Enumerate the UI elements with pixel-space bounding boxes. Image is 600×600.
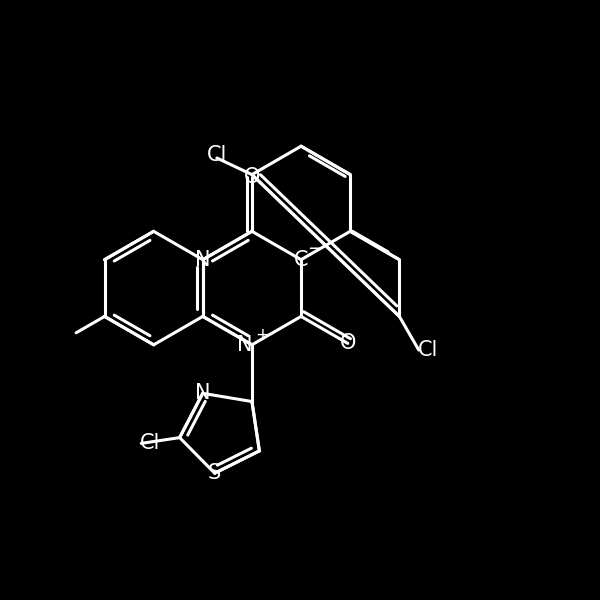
- Text: S: S: [208, 463, 221, 483]
- Text: −: −: [307, 240, 322, 258]
- Text: O: O: [340, 334, 356, 353]
- Text: +: +: [255, 326, 269, 344]
- Text: C: C: [294, 250, 308, 269]
- Text: Cl: Cl: [206, 145, 227, 165]
- Text: N: N: [195, 250, 211, 269]
- Text: N: N: [195, 383, 211, 403]
- Text: N: N: [237, 335, 253, 355]
- Text: Cl: Cl: [140, 433, 160, 454]
- Text: Cl: Cl: [418, 340, 438, 360]
- Text: O: O: [244, 167, 260, 187]
